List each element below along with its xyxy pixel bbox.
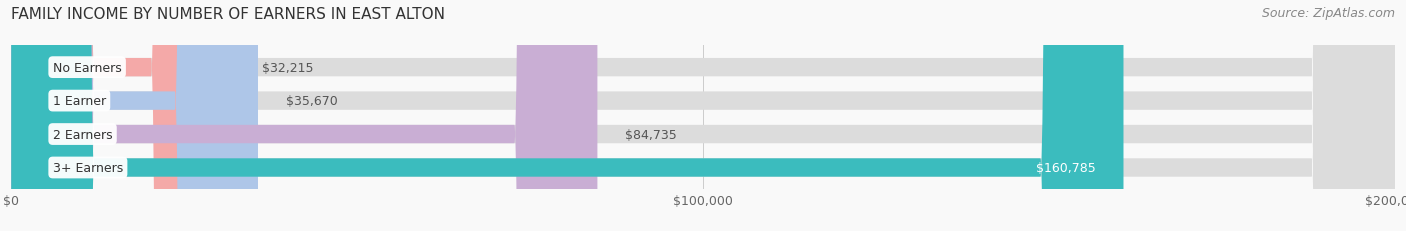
FancyBboxPatch shape — [11, 0, 1395, 231]
Text: 2 Earners: 2 Earners — [53, 128, 112, 141]
FancyBboxPatch shape — [11, 0, 1123, 231]
Text: 3+ Earners: 3+ Earners — [53, 161, 122, 174]
Text: $32,215: $32,215 — [262, 61, 314, 74]
FancyBboxPatch shape — [11, 0, 1395, 231]
Text: 1 Earner: 1 Earner — [53, 95, 105, 108]
FancyBboxPatch shape — [11, 0, 233, 231]
Text: $160,785: $160,785 — [1036, 161, 1095, 174]
Text: No Earners: No Earners — [53, 61, 121, 74]
Text: Source: ZipAtlas.com: Source: ZipAtlas.com — [1261, 7, 1395, 20]
Text: $84,735: $84,735 — [626, 128, 676, 141]
Text: FAMILY INCOME BY NUMBER OF EARNERS IN EAST ALTON: FAMILY INCOME BY NUMBER OF EARNERS IN EA… — [11, 7, 446, 22]
FancyBboxPatch shape — [11, 0, 1395, 231]
FancyBboxPatch shape — [11, 0, 598, 231]
Text: $35,670: $35,670 — [285, 95, 337, 108]
FancyBboxPatch shape — [11, 0, 1395, 231]
FancyBboxPatch shape — [11, 0, 257, 231]
